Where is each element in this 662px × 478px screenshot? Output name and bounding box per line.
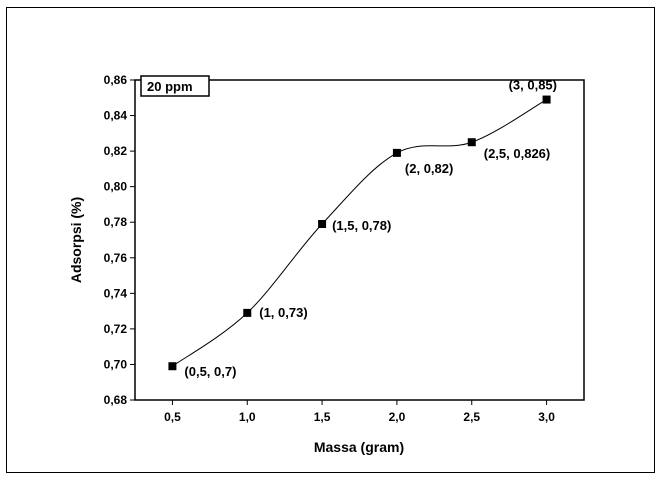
data-point-marker [318,220,327,228]
data-labels: (0,5, 0,7) (1, 0,73) (1,5, 0,78) (2, 0,82) (… [184,78,557,380]
y-tick-label: 0,78 [104,215,128,229]
legend-text: 20 ppm [147,79,193,94]
data-point-marker [392,148,401,157]
adsorption-chart: 0,68 0,70 0,72 0,74 0,76 0,78 0,80 0,82 0,84 0,86… [68,73,585,455]
x-tick-label: 3,0 [538,410,555,424]
data-label: (1,5, 0,78) [332,218,391,233]
series-line [172,99,547,367]
x-tick-label: 2,0 [389,410,406,424]
y-tick-label: 0,86 [104,73,128,87]
x-axis-title: Massa (gram) [314,439,404,455]
y-tick-label: 0,68 [104,393,128,407]
plot-area [134,79,585,401]
legend-frame [140,75,210,97]
legend-box: 20 ppm [140,75,210,97]
data-label: (0,5, 0,7) [184,364,236,379]
x-tick-label: 0,5 [164,410,181,424]
x-axis: 0,5 1,0 1,5 2,0 2,5 3,0 [164,400,555,424]
y-tick-label: 0,80 [104,180,128,194]
figure-frame: 0,68 0,70 0,72 0,74 0,76 0,78 0,80 0,82 0,84 0,86… [6,7,655,473]
data-point-marker [243,308,252,317]
data-label: (2, 0,82) [405,161,453,176]
y-tick-label: 0,72 [104,322,128,336]
y-tick-label: 0,74 [104,286,128,300]
y-tick-label: 0,76 [104,251,128,265]
data-label: (1, 0,73) [259,305,307,320]
y-axis-title: Adsorpsi (%) [68,197,84,283]
y-tick-label: 0,82 [104,144,128,158]
data-point-marker [467,138,476,147]
y-tick-label: 0,84 [104,109,128,123]
x-tick-label: 1,5 [314,410,331,424]
y-tick-label: 0,70 [104,357,128,371]
series-markers [168,95,551,371]
data-label: (2,5, 0,826) [484,146,551,161]
y-axis: 0,68 0,70 0,72 0,74 0,76 0,78 0,80 0,82 0,84 0,86 [104,73,135,407]
data-label: (3, 0,85) [509,78,557,93]
plot-box [134,79,585,401]
x-tick-label: 2,5 [463,410,480,424]
data-point-marker [542,95,551,104]
x-tick-label: 1,0 [239,410,256,424]
data-point-marker [168,362,177,371]
